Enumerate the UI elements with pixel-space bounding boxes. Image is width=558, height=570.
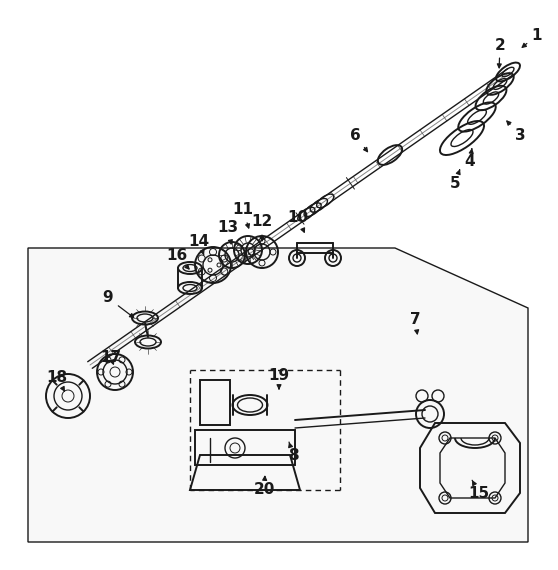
Text: 17: 17 xyxy=(100,351,122,365)
Text: 16: 16 xyxy=(166,249,189,269)
Text: 15: 15 xyxy=(468,481,489,500)
Text: 6: 6 xyxy=(350,128,368,152)
Polygon shape xyxy=(28,248,528,542)
Text: 14: 14 xyxy=(189,234,210,255)
Text: 20: 20 xyxy=(253,477,275,498)
Text: 3: 3 xyxy=(507,121,525,142)
Text: 12: 12 xyxy=(251,214,273,241)
Text: 5: 5 xyxy=(450,170,460,190)
Text: 4: 4 xyxy=(465,149,475,169)
Text: 8: 8 xyxy=(288,442,299,462)
Text: 13: 13 xyxy=(218,221,239,244)
Text: 2: 2 xyxy=(494,38,506,68)
Text: 1: 1 xyxy=(522,27,542,47)
Text: 19: 19 xyxy=(268,368,290,389)
Text: 10: 10 xyxy=(287,210,309,232)
Text: 11: 11 xyxy=(233,202,253,228)
Text: 9: 9 xyxy=(103,291,134,317)
Text: 7: 7 xyxy=(410,312,420,334)
Text: 18: 18 xyxy=(46,370,68,391)
